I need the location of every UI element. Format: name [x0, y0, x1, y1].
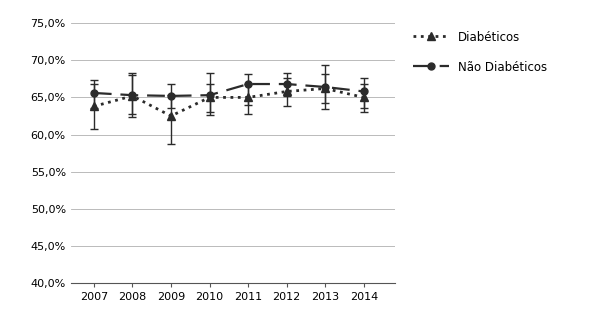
Diabéticos	[90, 104, 97, 108]
Diabéticos	[322, 87, 329, 90]
Legend: Diabéticos, Não Diabéticos: Diabéticos, Não Diabéticos	[413, 31, 548, 74]
Diabéticos	[167, 114, 174, 118]
Não Diabéticos	[244, 82, 252, 86]
Diabéticos	[283, 90, 290, 93]
Não Diabéticos	[167, 94, 174, 98]
Não Diabéticos	[129, 93, 136, 97]
Não Diabéticos	[206, 93, 213, 97]
Diabéticos	[206, 96, 213, 99]
Line: Diabéticos: Diabéticos	[90, 84, 368, 120]
Diabéticos	[360, 96, 368, 99]
Não Diabéticos	[360, 90, 368, 93]
Não Diabéticos	[283, 82, 290, 86]
Diabéticos	[129, 94, 136, 98]
Diabéticos	[244, 96, 252, 99]
Não Diabéticos	[322, 85, 329, 89]
Não Diabéticos	[90, 91, 97, 95]
Line: Não Diabéticos: Não Diabéticos	[90, 80, 368, 99]
